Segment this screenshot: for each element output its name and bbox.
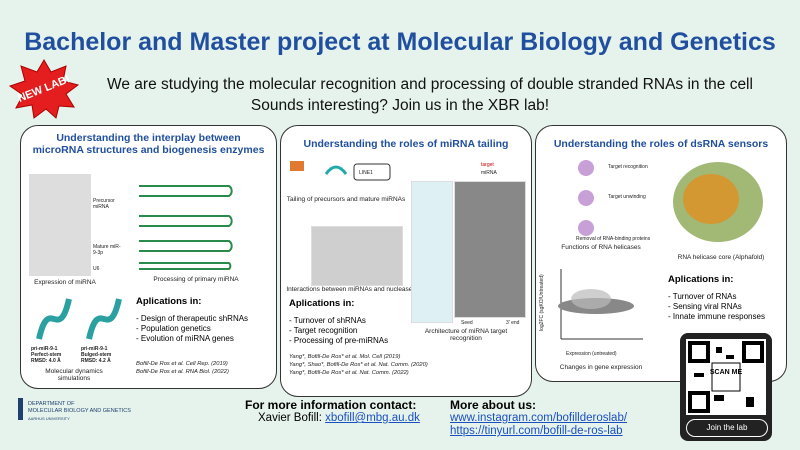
figure-label: U6 (93, 266, 100, 272)
contact-email[interactable]: xbofill@mbg.au.dk (325, 412, 420, 424)
application: - Design of therapeutic shRNAs (136, 314, 249, 323)
applications-title: Aplications in: (136, 296, 202, 307)
figure-label: Target unwinding (608, 194, 646, 200)
more-title: More about us: (450, 398, 536, 412)
logo-mark (18, 398, 23, 420)
subtitle: Sounds interesting? Join us in the XBR l… (250, 97, 550, 114)
reference: Bofill-De Ros et al. Cell Rep. (2019) (136, 361, 228, 367)
application: - Innate immune responses (668, 312, 765, 321)
application: - Evolution of miRNA genes (136, 334, 234, 343)
figure-label: target (481, 162, 494, 168)
gel-image (311, 226, 403, 286)
qr-scan-text: SCAN ME (710, 369, 743, 376)
logo-text: MOLECULAR BIOLOGY AND GENETICS (28, 408, 131, 414)
application: - Processing of pre-miRNAs (289, 336, 389, 345)
scatter-image (558, 269, 643, 340)
figure-label: miRNA (481, 170, 497, 176)
caption: RNA helicase core (Alphafold) (677, 254, 765, 261)
title: Bachelor and Master project at Molecular… (24, 28, 776, 56)
application: - Turnover of RNAs (668, 292, 737, 301)
application: - Target recognition (289, 326, 358, 335)
panel: Understanding the roles of dsRNA sensors… (535, 125, 787, 382)
join-button[interactable]: Join the lab (686, 419, 768, 437)
caption: Tailing of precursors and mature miRNAs (286, 196, 406, 203)
contact-name: Xavier Bofill: (258, 412, 322, 424)
reference: Yang*, Shao*, Bofill-De Ros* et al. Nat.… (289, 362, 428, 368)
contact: Xavier Bofill: xbofill@mbg.au.dk (258, 412, 420, 424)
reference: Yang*, Bofill-De Ros* et al. Mol. Cell (… (289, 354, 401, 360)
link[interactable]: www.instagram.com/bofillderoslab/ (450, 412, 628, 424)
caption: Molecular dynamics simulations (45, 368, 103, 382)
new-badge: NEW LAB! (8, 59, 80, 119)
figure-label: Precursor miRNA (93, 198, 115, 210)
caption: Expression of miRNA (34, 279, 96, 286)
application: - Sensing viral RNAs (668, 302, 742, 311)
panel-title: Understanding the interplay between micr… (32, 132, 265, 156)
qr-card[interactable]: SCAN ME Join the lab (680, 333, 772, 441)
applications-title: Aplications in: (289, 298, 355, 309)
figure-label: Seed (461, 320, 473, 326)
logo-text: AARHUS UNIVERSITY (28, 416, 70, 421)
protein-structure (673, 162, 763, 242)
blot-image (29, 174, 91, 276)
figure-label: Removal of RNA-binding proteins (576, 236, 651, 242)
figure-label: LINE1 (359, 170, 373, 176)
logo: DEPARTMENT OF MOLECULAR BIOLOGY AND GENE… (28, 401, 131, 422)
figure-label: pri-miR-9-1 Perfect-stem RMSD: 4.0 Å (31, 346, 62, 364)
caption: Functions of RNA helicases (561, 244, 641, 251)
figure-label: 3' end (506, 320, 520, 326)
scheme-image (411, 181, 453, 323)
link[interactable]: https://tinyurl.com/bofill-de-ros-lab (450, 425, 623, 437)
figure-label: Mature miR-9-3p (93, 244, 121, 256)
caption: Changes in gene expression (559, 364, 643, 371)
tailing-scheme (290, 161, 391, 181)
caption: Processing of primary miRNA (153, 276, 239, 283)
logo-text: DEPARTMENT OF (28, 401, 75, 407)
panel: Understanding the interplay between micr… (20, 125, 277, 389)
panel: Understanding the roles of miRNA tailing… (280, 125, 532, 397)
structures (139, 185, 233, 270)
applications-title: Aplications in: (668, 274, 734, 285)
caption: Interactions between miRNAs and nuclease… (286, 286, 416, 293)
contact-title: For more information contact: (245, 398, 417, 412)
caption: Architecture of miRNA target recognition (424, 328, 508, 342)
figure-label: Target recognition (608, 164, 648, 170)
panel-title: Understanding the roles of miRNA tailing (303, 138, 509, 150)
md-structures (36, 298, 122, 340)
reference: Bofill-De Ros et al. RNA Biol. (2022) (136, 369, 229, 375)
figure-label: pri-miR-9-1 Bulged-stem RMSD: 4.2 Å (81, 346, 112, 364)
subtitle: We are studying the molecular recognitio… (107, 76, 753, 93)
reference: Yang*, Bofill-De Ros* et al. Nat. Comm. … (289, 370, 409, 376)
application: - Turnover of shRNAs (289, 316, 366, 325)
helicase-scheme (578, 160, 594, 236)
axis-label: log2FC (sgKO/Untreated) (539, 274, 545, 331)
heatmap-image (454, 181, 526, 318)
application: - Population genetics (136, 324, 211, 333)
qr-code: SCAN ME (686, 339, 766, 415)
panel-title: Understanding the roles of dsRNA sensors (553, 138, 769, 150)
axis-label: Expression (untreated) (566, 351, 617, 357)
